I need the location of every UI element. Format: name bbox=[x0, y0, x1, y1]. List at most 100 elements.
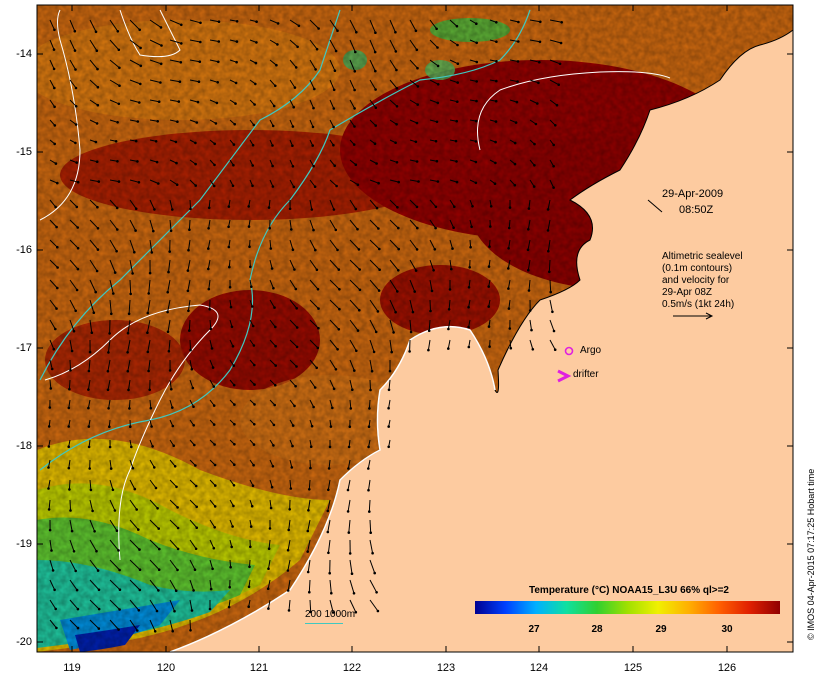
velocity-arrow-head bbox=[495, 40, 498, 43]
velocity-arrow bbox=[129, 559, 141, 571]
velocity-arrow-head bbox=[436, 64, 440, 68]
velocity-arrow bbox=[69, 199, 78, 208]
velocity-arrow bbox=[508, 219, 511, 229]
velocity-arrow bbox=[49, 279, 58, 289]
velocity-arrow-head bbox=[508, 206, 512, 209]
velocity-arrow-head bbox=[199, 21, 202, 25]
velocity-arrow-head bbox=[96, 85, 100, 89]
isobath-200m bbox=[39, 9, 531, 471]
velocity-arrow bbox=[409, 59, 418, 69]
velocity-arrow bbox=[149, 539, 160, 550]
velocity-arrow bbox=[409, 79, 419, 87]
velocity-arrow-head bbox=[416, 103, 420, 106]
velocity-arrow bbox=[129, 39, 141, 49]
velocity-arrow-head bbox=[396, 206, 399, 209]
velocity-arrow-head bbox=[155, 609, 159, 613]
velocity-arrow-head bbox=[288, 508, 292, 511]
velocity-arrow-head bbox=[76, 226, 79, 229]
velocity-arrow-head bbox=[415, 248, 419, 251]
velocity-arrow-head bbox=[117, 180, 121, 183]
velocity-arrow-head bbox=[154, 140, 158, 143]
velocity-arrow-head bbox=[294, 384, 297, 388]
velocity-arrow bbox=[109, 259, 116, 273]
velocity-arrow-head bbox=[232, 383, 236, 387]
lon-tick: 121 bbox=[249, 662, 269, 674]
velocity-arrow-head bbox=[376, 310, 380, 313]
velocity-arrow-head bbox=[111, 488, 115, 492]
velocity-arrow-head bbox=[355, 30, 358, 34]
velocity-arrow-head bbox=[168, 369, 172, 372]
velocity-arrow-head bbox=[157, 568, 161, 571]
velocity-arrow bbox=[49, 319, 56, 330]
velocity-arrow bbox=[268, 539, 271, 549]
velocity-arrow-head bbox=[154, 486, 158, 490]
velocity-arrow-head bbox=[351, 388, 354, 392]
velocity-arrow-head bbox=[159, 26, 163, 29]
velocity-arrow-head bbox=[231, 184, 235, 188]
velocity-arrow bbox=[49, 379, 52, 389]
velocity-arrow bbox=[287, 539, 291, 551]
velocity-arrow bbox=[129, 119, 138, 122]
velocity-arrow-head bbox=[53, 105, 56, 109]
velocity-arrow bbox=[547, 239, 551, 252]
velocity-arrow bbox=[189, 179, 197, 186]
velocity-arrow bbox=[307, 519, 311, 532]
velocity-arrow bbox=[449, 19, 458, 27]
velocity-arrow bbox=[429, 19, 438, 30]
velocity-arrow-head bbox=[116, 228, 119, 231]
velocity-arrow-head bbox=[327, 488, 330, 492]
velocity-arrow bbox=[389, 119, 397, 125]
velocity-arrow bbox=[349, 99, 356, 109]
velocity-arrow-head bbox=[211, 366, 215, 369]
velocity-arrow-head bbox=[434, 139, 438, 143]
velocity-arrow bbox=[529, 39, 541, 43]
velocity-arrow-head bbox=[527, 268, 530, 272]
velocity-arrow-head bbox=[338, 288, 341, 291]
colorbar-tick: 30 bbox=[721, 624, 733, 635]
velocity-arrow bbox=[129, 539, 140, 550]
velocity-arrow-head bbox=[96, 103, 100, 107]
velocity-arrow-head bbox=[436, 101, 440, 105]
velocity-arrow-head bbox=[416, 66, 419, 70]
velocity-arrow bbox=[209, 579, 212, 590]
velocity-arrow-head bbox=[312, 106, 315, 110]
velocity-arrow-head bbox=[249, 265, 252, 269]
velocity-arrow-head bbox=[537, 81, 540, 85]
velocity-arrow-head bbox=[96, 67, 99, 71]
velocity-arrow bbox=[169, 379, 172, 390]
velocity-arrow-head bbox=[291, 248, 295, 251]
velocity-arrow-head bbox=[159, 62, 163, 66]
velocity-arrow-head bbox=[356, 329, 360, 332]
velocity-arrow bbox=[69, 619, 79, 629]
velocity-arrow-head bbox=[295, 326, 299, 329]
velocity-arrow bbox=[149, 479, 157, 489]
velocity-arrow-head bbox=[97, 588, 101, 592]
velocity-arrow-head bbox=[514, 121, 518, 124]
velocity-arrow bbox=[149, 219, 154, 232]
velocity-arrow bbox=[189, 199, 191, 209]
velocity-arrow-head bbox=[507, 226, 511, 230]
velocity-arrow bbox=[349, 339, 357, 352]
velocity-arrow bbox=[89, 119, 98, 124]
velocity-arrow-head bbox=[70, 529, 74, 533]
velocity-arrow bbox=[349, 59, 356, 72]
lat-tick: -20 bbox=[16, 636, 32, 648]
velocity-arrow bbox=[349, 219, 358, 230]
velocity-arrow bbox=[369, 59, 376, 72]
velocity-arrow bbox=[149, 99, 160, 103]
velocity-arrow-head bbox=[552, 329, 556, 333]
velocity-arrow-head bbox=[487, 265, 491, 268]
velocity-arrow-head bbox=[56, 245, 59, 249]
velocity-arrow bbox=[529, 99, 538, 104]
velocity-arrow-head bbox=[136, 160, 139, 163]
velocity-arrow bbox=[69, 319, 75, 332]
velocity-arrow-head bbox=[358, 288, 362, 292]
velocity-arrow-head bbox=[252, 443, 256, 446]
velocity-arrow-head bbox=[94, 290, 97, 294]
velocity-arrow-head bbox=[216, 81, 219, 84]
velocity-arrow bbox=[49, 299, 57, 309]
velocity-arrow-head bbox=[292, 105, 296, 109]
velocity-arrow-head bbox=[287, 528, 291, 532]
velocity-arrow-head bbox=[413, 290, 417, 293]
velocity-arrow-head bbox=[171, 424, 175, 428]
